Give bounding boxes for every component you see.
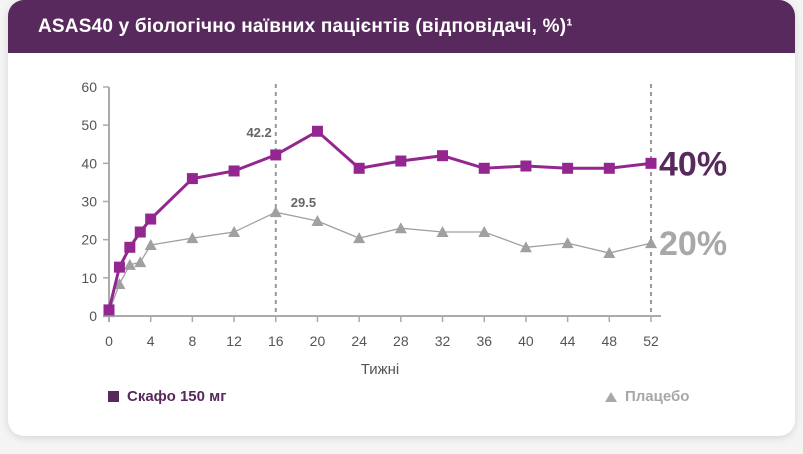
data-point-placebo bbox=[311, 214, 324, 226]
data-point-scafo bbox=[562, 162, 574, 174]
data-point-scafo bbox=[353, 162, 365, 174]
x-tick-label: 24 bbox=[351, 333, 367, 349]
triangle-marker-icon bbox=[605, 391, 617, 402]
series-line-placebo bbox=[108, 211, 652, 313]
data-point-placebo bbox=[603, 247, 616, 259]
data-point-placebo bbox=[519, 241, 532, 253]
x-tick-label: 0 bbox=[105, 333, 113, 349]
data-point-scafo bbox=[113, 261, 125, 273]
annotation-placebo-week16: 29.5 bbox=[291, 195, 316, 210]
x-tick-label: 44 bbox=[560, 333, 576, 349]
data-point-scafo bbox=[270, 149, 282, 161]
end-label-placebo: 20% bbox=[659, 225, 727, 263]
x-tick-label: 20 bbox=[310, 333, 326, 349]
data-point-scafo bbox=[124, 241, 136, 253]
data-point-scafo bbox=[134, 226, 146, 238]
data-point-placebo bbox=[228, 226, 241, 238]
x-tick-label: 8 bbox=[188, 333, 196, 349]
legend-label: Плацебо bbox=[625, 388, 690, 405]
y-tick-label: 50 bbox=[81, 117, 97, 133]
data-point-placebo bbox=[186, 232, 199, 244]
data-point-scafo bbox=[437, 150, 449, 162]
chart-title: ASAS40 у біологічно наївних пацієнтів (в… bbox=[8, 0, 795, 53]
legend-label: Скафо 150 мг bbox=[127, 388, 227, 405]
y-tick-label: 20 bbox=[81, 232, 97, 248]
data-point-scafo bbox=[478, 162, 490, 174]
y-tick-label: 30 bbox=[81, 194, 97, 210]
data-point-scafo bbox=[228, 165, 240, 177]
data-point-placebo bbox=[269, 206, 282, 218]
data-point-scafo bbox=[603, 162, 615, 174]
annotation-scafo-week16: 42.2 bbox=[246, 125, 271, 140]
data-point-scafo bbox=[186, 173, 198, 185]
x-tick-label: 48 bbox=[602, 333, 618, 349]
series-line-scafo bbox=[107, 129, 652, 311]
x-tick-label: 12 bbox=[226, 333, 242, 349]
x-tick-label: 40 bbox=[518, 333, 534, 349]
x-tick-label: 4 bbox=[147, 333, 155, 349]
x-tick-label: 52 bbox=[643, 333, 659, 349]
data-point-scafo bbox=[145, 213, 157, 225]
data-point-placebo bbox=[645, 237, 657, 249]
data-point-scafo bbox=[520, 160, 532, 172]
data-point-placebo bbox=[436, 226, 449, 238]
x-tick-label: 32 bbox=[435, 333, 451, 349]
data-point-scafo bbox=[645, 157, 657, 169]
data-point-placebo bbox=[134, 256, 147, 268]
data-point-placebo bbox=[123, 258, 136, 270]
x-tick-label: 16 bbox=[268, 333, 284, 349]
chart-card: ASAS40 у біологічно наївних пацієнтів (в… bbox=[8, 0, 795, 436]
square-marker-icon bbox=[108, 391, 119, 402]
y-tick-label: 40 bbox=[81, 155, 97, 171]
data-point-scafo bbox=[103, 304, 115, 316]
data-point-scafo bbox=[395, 155, 407, 167]
legend-item-placebo: Плацебо bbox=[605, 388, 689, 405]
y-tick-label: 10 bbox=[81, 270, 97, 286]
data-point-placebo bbox=[353, 232, 366, 244]
data-point-placebo bbox=[113, 277, 126, 289]
data-point-placebo bbox=[144, 239, 157, 251]
x-tick-label: 28 bbox=[393, 333, 409, 349]
x-axis-label: Тижні bbox=[361, 361, 400, 378]
y-tick-label: 0 bbox=[89, 308, 97, 324]
data-point-scafo bbox=[311, 125, 323, 137]
data-point-placebo bbox=[394, 222, 407, 234]
data-point-placebo bbox=[561, 237, 574, 249]
end-label-scafo: 40% bbox=[659, 145, 727, 183]
data-point-placebo bbox=[478, 226, 491, 238]
x-tick-label: 36 bbox=[476, 333, 492, 349]
y-tick-label: 60 bbox=[81, 79, 97, 95]
legend-item-scafo: Скафо 150 мг bbox=[108, 388, 226, 405]
